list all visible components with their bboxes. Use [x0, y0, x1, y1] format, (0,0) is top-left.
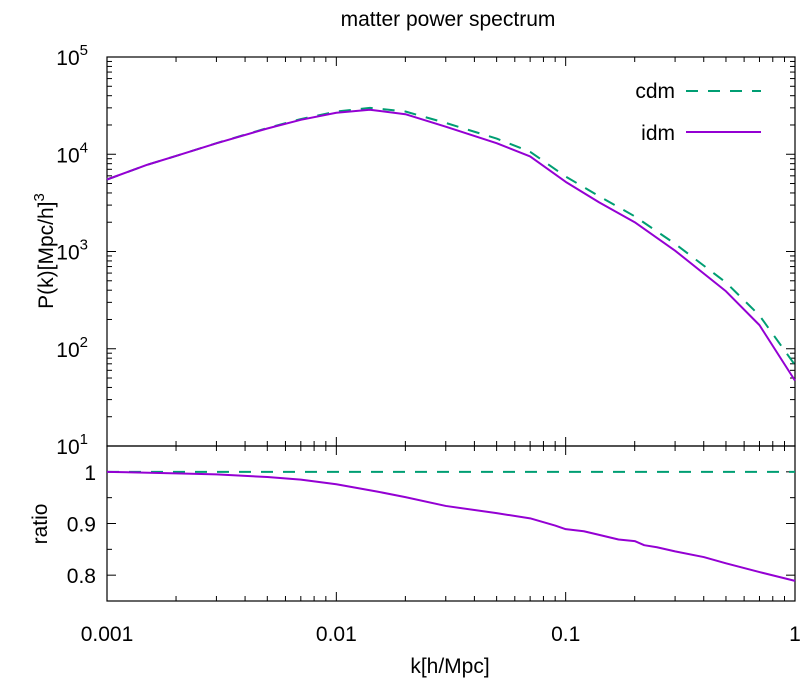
- x-tick-label: 0.01: [316, 623, 357, 646]
- top-series-cdm: [106, 106, 796, 366]
- bottom-y-tick-label: 0.8: [67, 565, 96, 588]
- top-y-tick-label: 104: [56, 139, 88, 167]
- legend-label-idm: idm: [641, 122, 675, 145]
- top-y-axis-label: P(k)[Mpc/h]3: [31, 193, 58, 309]
- top-y-tick-label: 103: [56, 237, 88, 265]
- x-axis-label: k[h/Mpc]: [410, 655, 489, 678]
- ticks-layer: [106, 56, 796, 601]
- x-tick-label: 1: [789, 623, 800, 646]
- legend-label-cdm: cdm: [635, 80, 675, 103]
- x-tick-label: 0.001: [81, 623, 134, 646]
- ratio-series-idm: [106, 470, 796, 582]
- top-plot-frame: [106, 56, 796, 447]
- top-y-tick-label: 102: [56, 334, 88, 362]
- tick-labels-layer: 101 102 103 104 105 0.8 0.9 1 0.001 0.01 0.1 1: [56, 42, 800, 646]
- chart-title: matter power spectrum: [341, 8, 556, 31]
- top-series-idm: [106, 108, 796, 382]
- top-y-tick-label: 101: [56, 431, 88, 459]
- bottom-y-axis-label: ratio: [29, 504, 52, 545]
- bottom-y-tick-label: 0.9: [67, 514, 96, 537]
- series-layer: [106, 106, 796, 582]
- top-y-tick-label: 105: [56, 42, 88, 70]
- legend: cdm idm: [635, 80, 761, 145]
- x-tick-label: 0.1: [551, 623, 580, 646]
- bottom-y-tick-label: 1: [84, 462, 96, 485]
- bottom-plot-frame: [106, 445, 796, 602]
